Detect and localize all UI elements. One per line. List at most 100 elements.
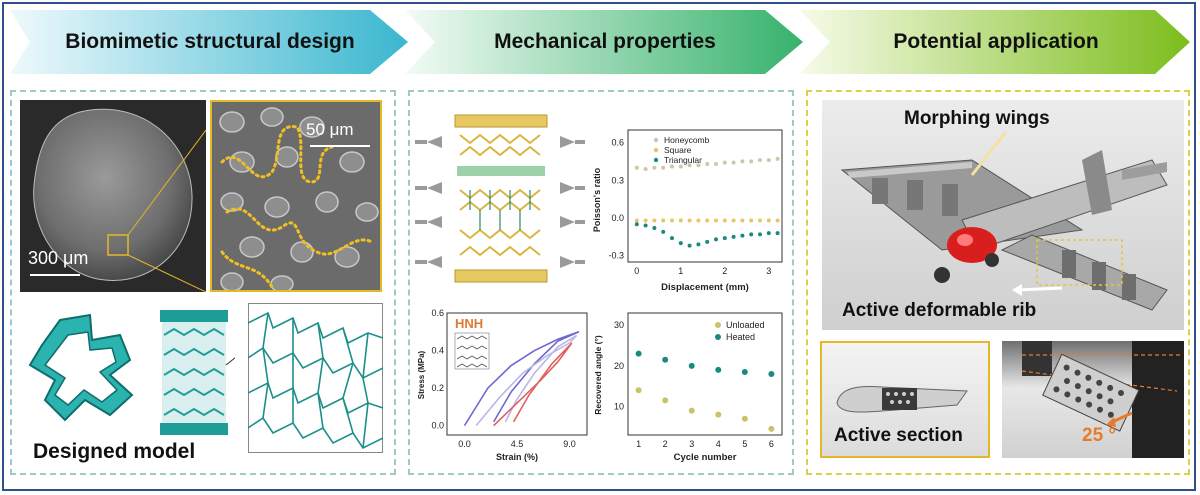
poisson-point bbox=[678, 241, 683, 246]
poisson-point bbox=[766, 231, 771, 236]
poisson-xtick: 0 bbox=[634, 266, 639, 276]
poisson-point bbox=[731, 218, 736, 223]
recovery-point bbox=[715, 411, 722, 418]
recovery-xtick: 1 bbox=[636, 439, 641, 449]
poisson-xlabel: Displacement (mm) bbox=[661, 282, 749, 293]
airplane-render: Morphing wings Active deformable rib bbox=[822, 100, 1184, 330]
designed-model-sample-block bbox=[150, 305, 246, 440]
poisson-ratio-chart: 0.6 0.3 0.0 -0.3 0 1 2 3 HoneycombSquareTriang… bbox=[592, 129, 783, 293]
stress-tag: HNH bbox=[455, 316, 483, 331]
panel-design bbox=[10, 90, 396, 475]
poisson-point bbox=[758, 218, 762, 223]
poisson-point bbox=[670, 218, 674, 223]
stress-xlabel: Strain (%) bbox=[496, 452, 538, 462]
banner-design-title: Biomimetic structural design bbox=[65, 30, 355, 53]
recovery-ytick: 30 bbox=[614, 320, 624, 330]
stress-ylabel: Stress (MPa) bbox=[417, 350, 426, 399]
poisson-ytick: 0.3 bbox=[611, 175, 624, 185]
poisson-point bbox=[740, 218, 745, 223]
poisson-ytick: 0.0 bbox=[611, 213, 624, 223]
poisson-point bbox=[731, 160, 736, 165]
recovery-legend-entry: Unloaded bbox=[726, 320, 765, 330]
poisson-point bbox=[775, 218, 780, 223]
poisson-point bbox=[634, 165, 639, 170]
poisson-legend-entry: Triangular bbox=[664, 155, 702, 165]
poisson-point bbox=[661, 165, 666, 170]
recovery-ylabel: Recovered angle (°) bbox=[593, 335, 603, 415]
poisson-point bbox=[661, 229, 666, 234]
poisson-point bbox=[687, 218, 692, 223]
banner-arrow-shape bbox=[800, 10, 1190, 74]
poisson-point bbox=[643, 218, 648, 223]
poisson-ytick: 0.6 bbox=[611, 138, 624, 148]
poisson-point bbox=[722, 218, 727, 223]
poisson-point bbox=[705, 161, 710, 166]
active-deformable-rib-label: Active deformable rib bbox=[842, 300, 1037, 321]
banner-arrow-shape bbox=[405, 10, 803, 74]
poisson-ytick: -0.3 bbox=[608, 251, 624, 261]
poisson-legend-entry: Square bbox=[664, 145, 692, 155]
poisson-point bbox=[643, 166, 648, 171]
poisson-point bbox=[678, 164, 683, 169]
sem-zoom-image: 50 μm bbox=[210, 100, 382, 292]
poisson-point bbox=[705, 218, 710, 223]
designed-model-label: Designed model bbox=[33, 440, 196, 463]
stress-ytick: 0.4 bbox=[431, 346, 444, 356]
recovery-point bbox=[688, 407, 695, 414]
poisson-point bbox=[643, 223, 648, 228]
rotation-angle-label: 25 ° bbox=[1082, 425, 1117, 446]
banner-design: Biomimetic structural design bbox=[10, 10, 410, 74]
recovery-point bbox=[662, 356, 669, 363]
stress-strain-curve bbox=[493, 342, 573, 427]
recovery-legend-entry: Heated bbox=[726, 332, 755, 342]
honeycomb-inset bbox=[454, 332, 490, 370]
recovery-point bbox=[688, 362, 695, 369]
poisson-legend-marker bbox=[653, 137, 659, 143]
banner-application: Potential application bbox=[800, 10, 1192, 74]
poisson-point bbox=[740, 159, 745, 164]
poisson-point bbox=[634, 218, 639, 223]
poisson-point bbox=[722, 160, 727, 165]
poisson-legend-marker bbox=[653, 147, 659, 153]
recovery-legend-marker bbox=[715, 322, 721, 328]
recovery-xlabel: Cycle number bbox=[674, 452, 737, 463]
scale-bar-label-zoom: 50 μm bbox=[306, 120, 354, 139]
stress-xtick: 4.5 bbox=[511, 439, 524, 449]
recovery-xtick: 5 bbox=[742, 439, 747, 449]
recovery-point bbox=[635, 350, 642, 357]
stress-ytick: 0.6 bbox=[431, 308, 444, 318]
poisson-point bbox=[670, 164, 674, 169]
poisson-point bbox=[687, 243, 692, 248]
stress-strain-curve bbox=[463, 331, 580, 427]
poisson-point bbox=[678, 218, 683, 223]
poisson-point bbox=[749, 218, 754, 223]
poisson-xtick: 1 bbox=[678, 266, 683, 276]
stress-ytick: 0.2 bbox=[431, 383, 444, 393]
poisson-point bbox=[652, 218, 657, 223]
recovery-ytick: 20 bbox=[614, 361, 624, 371]
poisson-point bbox=[687, 163, 692, 168]
scale-bar-label-large: 300 μm bbox=[28, 248, 89, 268]
poisson-point bbox=[661, 218, 666, 223]
recovered-angle-chart: 30 20 10 1 2 3 4 5 6 Unloaded Heated Recovered a… bbox=[593, 312, 783, 463]
active-section-photo: Active section bbox=[820, 341, 990, 458]
recovery-point bbox=[741, 368, 748, 375]
banner-application-title: Potential application bbox=[893, 30, 1099, 53]
panel-application bbox=[806, 90, 1190, 475]
banner-arrow-shape bbox=[10, 10, 408, 74]
banner-mechanics-title: Mechanical properties bbox=[494, 30, 716, 53]
sem-seed-image: 300 μm bbox=[20, 100, 206, 292]
poisson-legend-entry: Honeycomb bbox=[664, 135, 710, 145]
recovery-ytick: 10 bbox=[614, 402, 624, 412]
poisson-point bbox=[740, 233, 745, 238]
poisson-point bbox=[722, 236, 727, 241]
poisson-xtick: 2 bbox=[722, 266, 727, 276]
poisson-legend-marker bbox=[653, 157, 659, 163]
poisson-point bbox=[652, 165, 657, 170]
poisson-point bbox=[634, 222, 639, 227]
poisson-point bbox=[775, 156, 780, 161]
rib-deformation-photo: 25 ° bbox=[1002, 341, 1184, 458]
stress-ytick: 0.0 bbox=[431, 421, 444, 431]
poisson-point bbox=[775, 231, 780, 236]
